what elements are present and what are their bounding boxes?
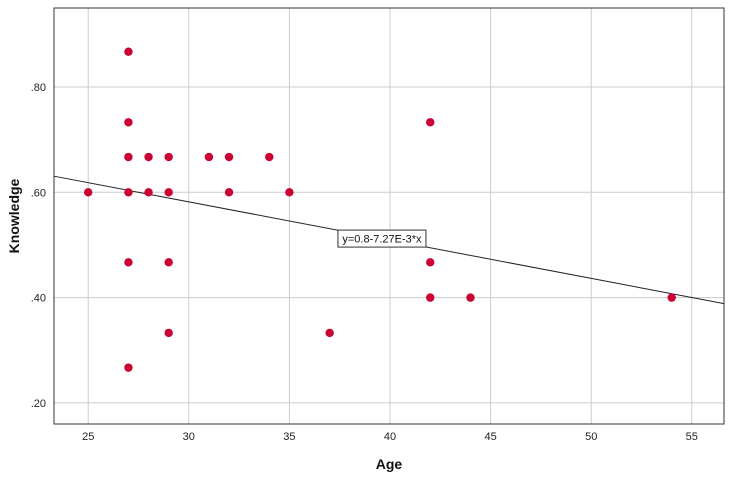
data-point [124, 188, 133, 197]
plot-area-frame [53, 7, 725, 425]
data-point [84, 188, 93, 197]
data-point [426, 258, 435, 267]
y-axis-title: Knowledge [6, 178, 22, 253]
y-tick-label: .80 [31, 82, 46, 94]
grid-lines [54, 8, 724, 424]
x-tick-label: 30 [183, 431, 195, 443]
data-point [164, 328, 173, 338]
x-tick-label: 45 [484, 431, 496, 443]
data-point [164, 188, 173, 197]
data-point [144, 152, 153, 162]
data-point [265, 152, 274, 162]
data-point [667, 293, 676, 302]
equation-label-box [337, 229, 427, 248]
data-point [426, 118, 435, 127]
x-tick-label: 55 [686, 431, 698, 443]
equation-label: y=0.8-7.27E-3*x [342, 234, 422, 246]
x-tick-label: 50 [585, 431, 597, 443]
data-point [466, 293, 475, 302]
data-point [325, 328, 334, 338]
data-point [124, 258, 133, 267]
x-tick-label: 25 [82, 431, 94, 443]
regression-line-group: y=0.8-7.27E-3*x [53, 175, 725, 305]
x-tick-label: 35 [283, 431, 295, 443]
data-point [426, 293, 435, 302]
data-point [124, 118, 133, 127]
x-axis-title: Age [376, 456, 403, 472]
data-point [164, 152, 173, 162]
data-point [224, 188, 234, 197]
y-tick-label: .60 [31, 187, 46, 199]
data-point [164, 258, 173, 267]
data-point [224, 152, 234, 162]
tick-labels: 25 30 35 40 45 50 55 .20 .40 .60 .80 [31, 82, 698, 443]
y-tick-label: .40 [31, 293, 46, 305]
data-point [124, 363, 133, 372]
y-tick-label: .20 [31, 398, 46, 410]
data-point [204, 152, 214, 162]
data-point [124, 47, 133, 56]
data-points [84, 47, 676, 372]
data-point [285, 188, 294, 197]
data-point [144, 188, 153, 197]
x-tick-label: 40 [384, 431, 396, 443]
data-point [124, 152, 133, 162]
